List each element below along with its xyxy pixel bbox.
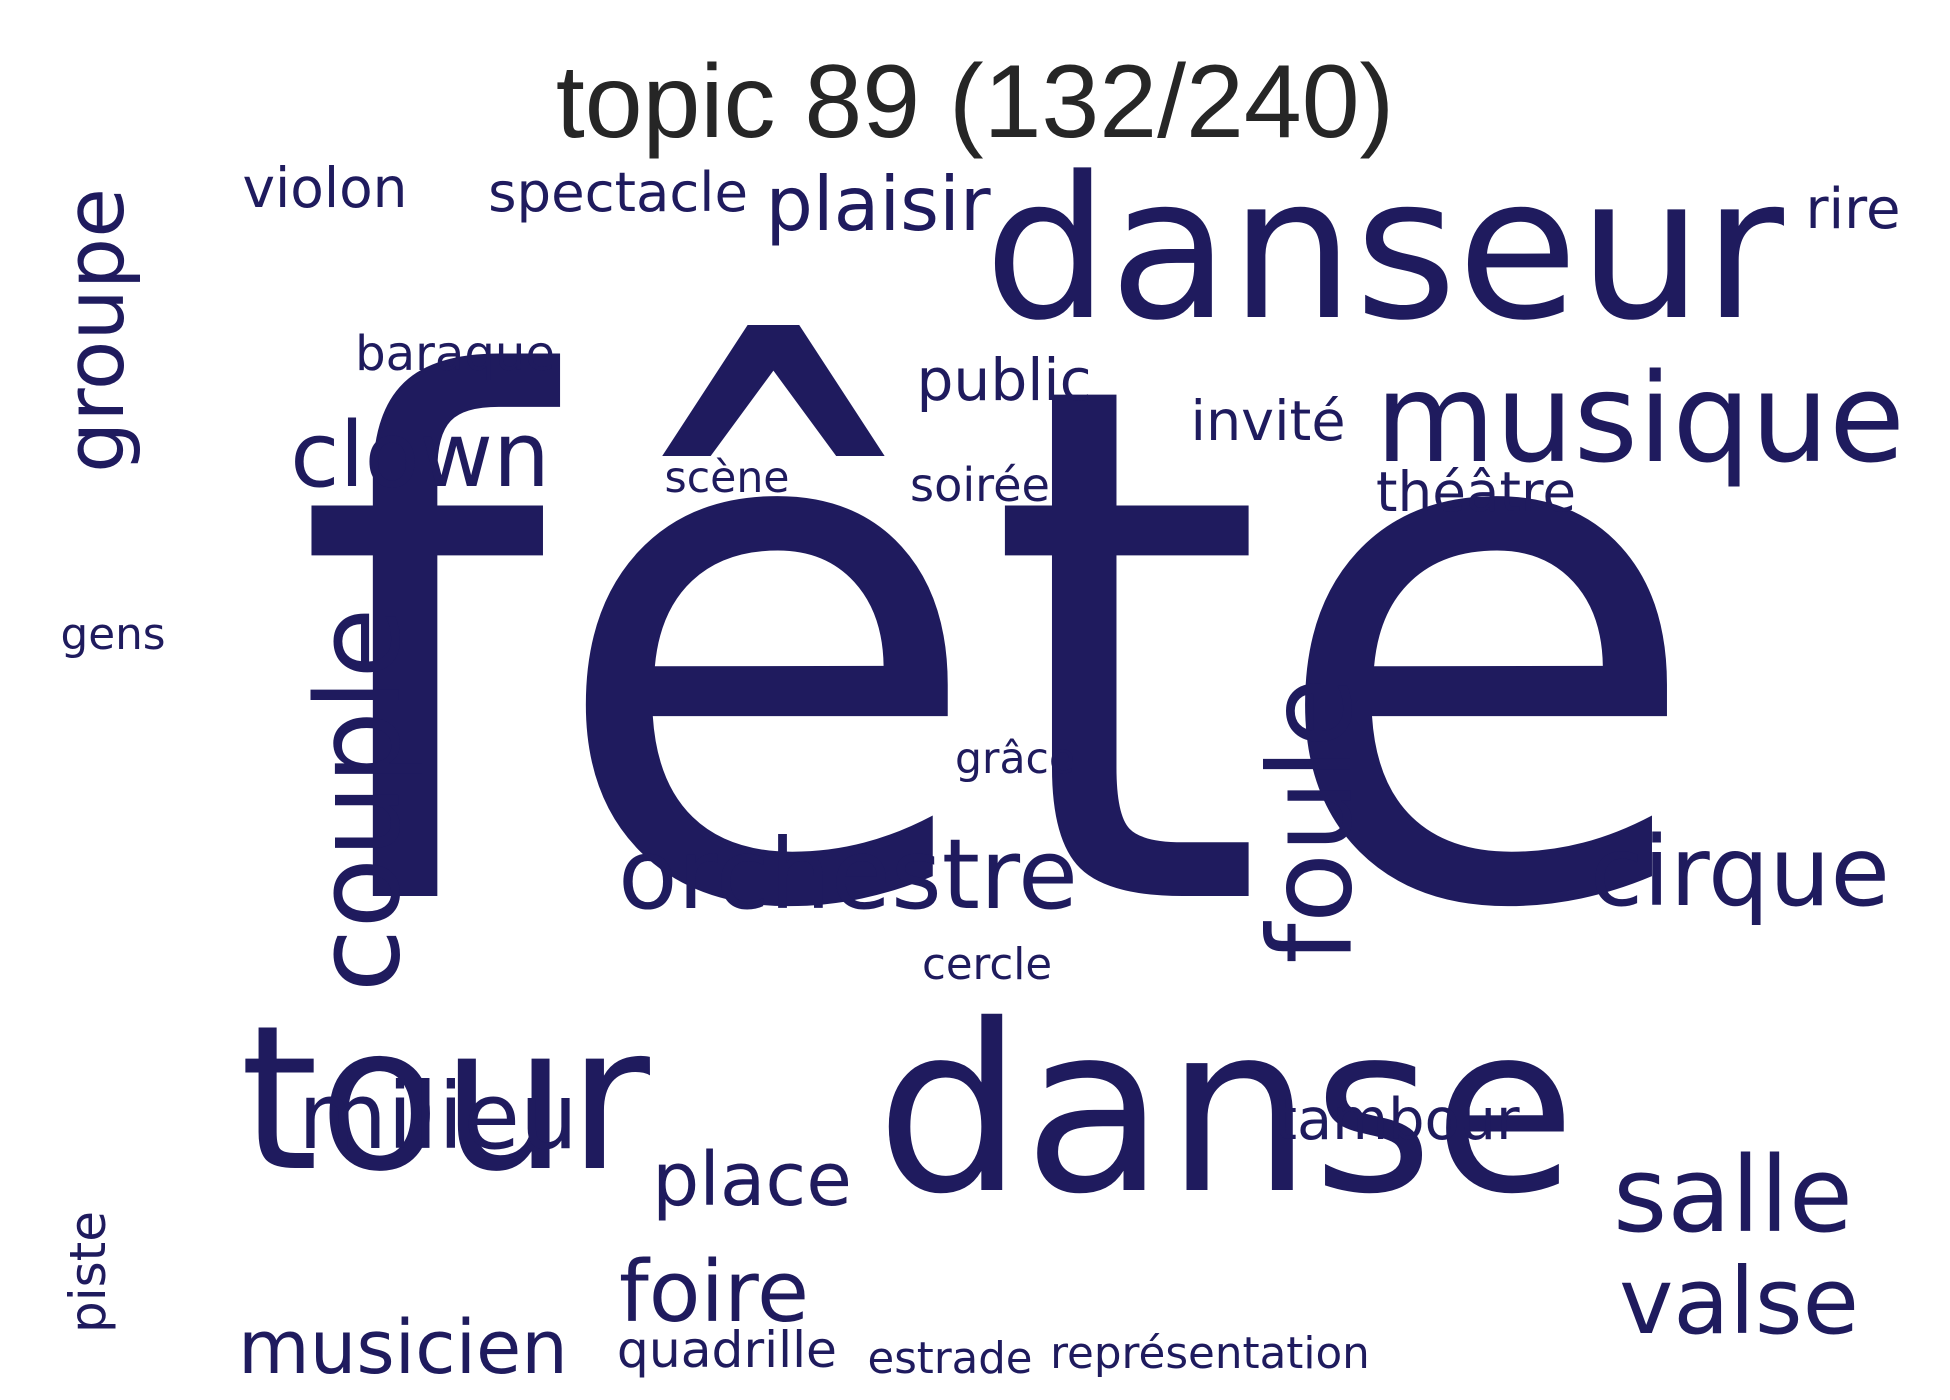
cloud-word-milieu: milieu bbox=[298, 1063, 578, 1171]
page-title: topic 89 (132/240) bbox=[555, 44, 1395, 160]
cloud-word-couple: couple bbox=[292, 607, 427, 993]
cloud-word-tour: tour bbox=[240, 983, 650, 1216]
cloud-word-estrade: estrade bbox=[867, 1334, 1033, 1385]
cloud-word-gens: gens bbox=[60, 609, 166, 661]
cloud-word-musique: musique bbox=[1375, 347, 1905, 492]
cloud-word-representation: représentation bbox=[1050, 1329, 1370, 1380]
cloud-word-groupe: groupe bbox=[48, 187, 143, 473]
cloud-word-clown: clown bbox=[290, 404, 550, 508]
cloud-word-tambour: tambour bbox=[1274, 1086, 1520, 1154]
cloud-word-quadrille: quadrille bbox=[616, 1319, 837, 1379]
cloud-word-scene: scène bbox=[664, 452, 790, 503]
cloud-word-violon: violon bbox=[242, 155, 408, 220]
cloud-word-place: place bbox=[652, 1135, 852, 1223]
cloud-word-danse: danse bbox=[876, 975, 1577, 1245]
cloud-word-piste: piste bbox=[59, 1210, 118, 1334]
cloud-word-foule: foule bbox=[1244, 676, 1379, 964]
cloud-word-fete: fête bbox=[295, 234, 1705, 1065]
cloud-word-theatre: théâtre bbox=[1376, 459, 1577, 524]
cloud-word-soiree: soirée bbox=[910, 457, 1050, 512]
cloud-word-orchestre: orchestre bbox=[618, 817, 1078, 932]
cloud-word-invite: invité bbox=[1190, 389, 1346, 455]
cloud-word-foire: foire bbox=[619, 1241, 810, 1341]
cloud-word-baraque: baraque bbox=[355, 326, 555, 382]
cloud-word-plaisir: plaisir bbox=[765, 160, 991, 248]
cloud-word-cercle: cercle bbox=[922, 940, 1053, 991]
cloud-word-grace: grâce bbox=[955, 734, 1076, 784]
cloud-word-cirque: cirque bbox=[1590, 814, 1890, 928]
cloud-word-danseur: danseur bbox=[984, 134, 1784, 364]
cloud-word-rire: rire bbox=[1805, 177, 1901, 242]
cloud-word-spectacle: spectacle bbox=[488, 159, 748, 224]
cloud-word-musicien: musicien bbox=[238, 1306, 568, 1392]
cloud-word-valse: valse bbox=[1619, 1248, 1859, 1356]
cloud-word-salle: salle bbox=[1613, 1134, 1853, 1256]
cloud-word-public: public bbox=[916, 345, 1092, 414]
